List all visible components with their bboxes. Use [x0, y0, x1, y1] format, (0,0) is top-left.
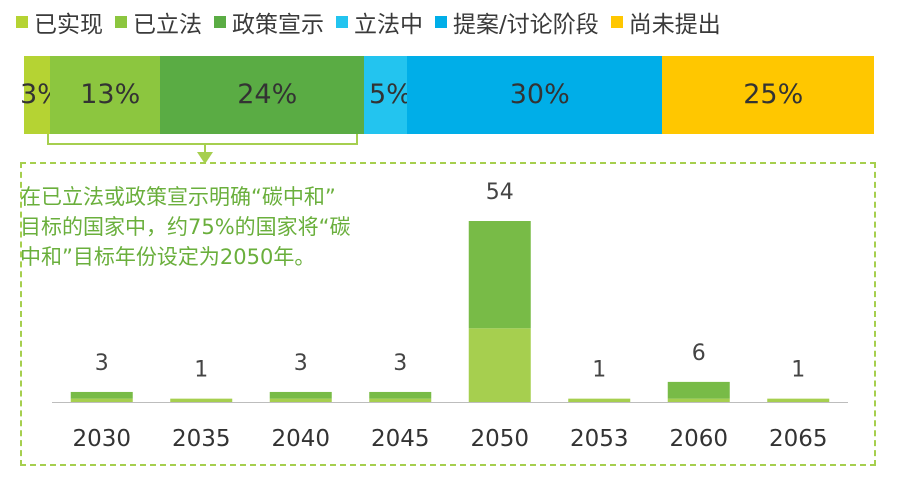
- legend-swatch: [610, 16, 623, 28]
- legend-label: 立法中: [354, 12, 423, 38]
- legend-label: 已实现: [34, 12, 103, 38]
- data-label: 6: [692, 341, 706, 366]
- data-label: 54: [486, 180, 514, 205]
- legend-item: 已实现: [16, 5, 103, 39]
- annotation-line: 目标的国家中，约75%的国家将“碳: [20, 215, 351, 239]
- bar-segment: [170, 398, 233, 402]
- data-label: 1: [194, 358, 208, 383]
- data-label: 3: [95, 351, 109, 376]
- bar-segment: [468, 328, 531, 402]
- legend-item: 提案/讨论阶段: [435, 5, 599, 39]
- legend-swatch: [336, 16, 348, 28]
- detail-box: [20, 162, 876, 466]
- legend-item: 尚未提出: [610, 5, 721, 39]
- segment-label: 13%: [80, 79, 141, 110]
- x-tick-label: 2030: [72, 426, 131, 452]
- x-tick-label: 2065: [769, 426, 828, 452]
- segment-label: 30%: [509, 79, 570, 110]
- bar-segment: [70, 391, 133, 399]
- down-arrow-icon: [197, 152, 213, 164]
- bar-segment: [767, 398, 830, 402]
- stacked-segment: [662, 56, 874, 134]
- annotation-line: 中和”目标年份设定为2050年。: [20, 245, 316, 269]
- legend-label: 政策宣示: [232, 12, 324, 38]
- stacked-segment: [364, 56, 407, 134]
- segment-label: 24%: [237, 79, 298, 110]
- status-stacked-bar: 3% 13% 24% 5% 30% 25%: [20, 56, 874, 134]
- data-label: 3: [294, 351, 308, 376]
- data-label: 3: [393, 351, 407, 376]
- x-tick-label: 2045: [371, 426, 430, 452]
- legend-swatch: [435, 16, 447, 28]
- legend-item: 立法中: [336, 5, 423, 39]
- bar-segment: [667, 398, 730, 402]
- x-tick-label: 2060: [669, 426, 728, 452]
- data-label: 1: [592, 358, 606, 383]
- legend-item: 政策宣示: [214, 5, 324, 39]
- segment-label: 5%: [369, 79, 412, 110]
- legend-label: 已立法: [133, 12, 202, 38]
- bar-segment: [568, 398, 631, 402]
- legend-swatch: [214, 16, 226, 28]
- x-tick-label: 2035: [172, 426, 231, 452]
- bar-segment: [70, 398, 133, 402]
- stacked-segment: [24, 56, 50, 134]
- x-tick-label: 2053: [570, 426, 629, 452]
- annotation-text: 在已立法或政策宣示明确“碳中和” 目标的国家中，约75%的国家将“碳 中和”目标…: [20, 182, 351, 272]
- bar-segment: [468, 221, 531, 329]
- bar-segment: [369, 398, 432, 402]
- legend: 已实现 已立法 政策宣示 立法中 提案/讨论阶段 尚未提出: [16, 2, 733, 42]
- legend-swatch: [115, 16, 127, 28]
- bar-segment: [269, 391, 332, 399]
- legend-label: 尚未提出: [628, 12, 721, 38]
- stacked-segment: [160, 56, 364, 134]
- segment-label: 25%: [743, 79, 804, 110]
- bar-segment: [667, 381, 730, 399]
- legend-label: 提案/讨论阶段: [453, 12, 599, 38]
- stacked-segment: [407, 56, 662, 134]
- legend-item: 已立法: [115, 5, 202, 39]
- bar-segment: [269, 398, 332, 402]
- data-label: 1: [791, 358, 805, 383]
- x-tick-label: 2050: [470, 426, 529, 452]
- x-tick-label: 2040: [271, 426, 330, 452]
- legend-swatch: [16, 16, 28, 28]
- bar-segment: [369, 391, 432, 399]
- annotation-line: 在已立法或政策宣示明确“碳中和”: [20, 185, 336, 209]
- stacked-segment: [50, 56, 160, 134]
- bracket-line: [47, 134, 358, 145]
